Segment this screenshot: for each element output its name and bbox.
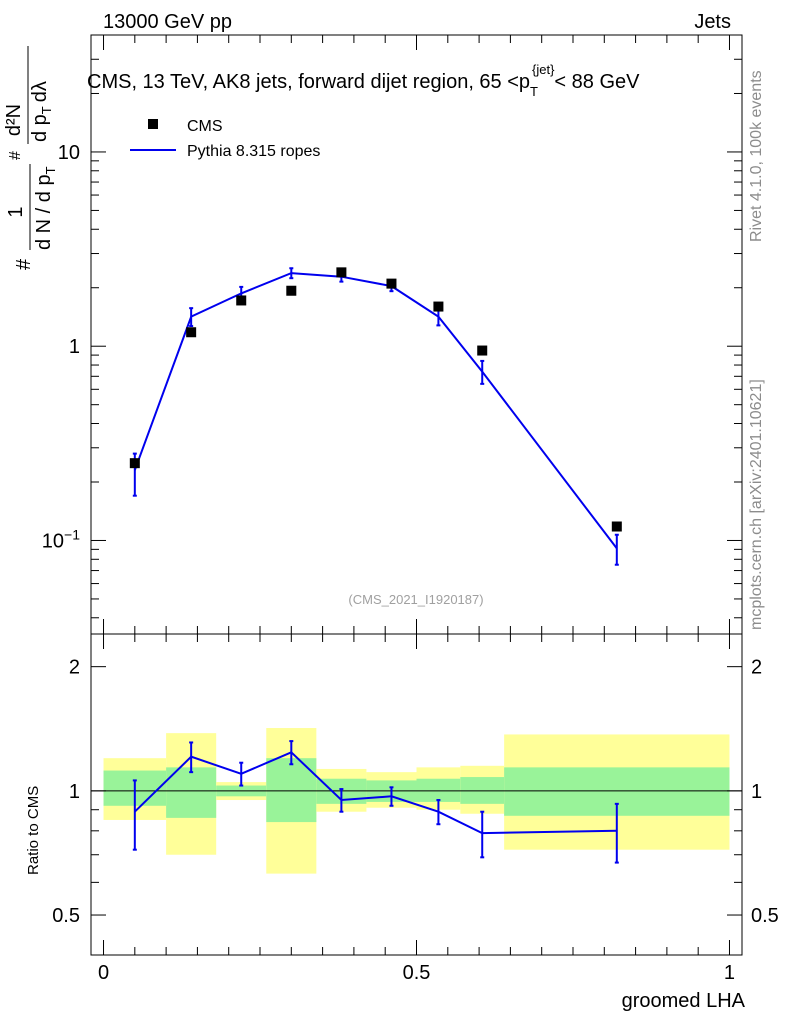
ratio-y-tick-label: 1 — [69, 781, 80, 803]
main-y-tick-label: 10 — [58, 142, 80, 164]
mcplots-label: mcplots.cern.ch [arXiv:2401.10621] — [748, 379, 765, 630]
data-point — [336, 267, 347, 278]
data-point — [477, 345, 488, 356]
main-y-tick-label-base: 1 — [69, 336, 80, 358]
ratio-panel: 0.5 0.5 1 1 2 2 0 0.5 1 — [52, 633, 779, 984]
data-point — [129, 458, 140, 469]
mc-line — [133, 272, 618, 550]
ratio-y-tick-label-right: 1 — [751, 781, 762, 803]
ylabel-frac1-den-sub: T — [43, 166, 58, 174]
plot-title: CMS, 13 TeV, AK8 jets, forward dijet reg… — [87, 62, 640, 99]
ratio-y-tick-label-right: 2 — [751, 657, 762, 679]
ylabel-frac2-den: d pTdλ — [29, 81, 54, 142]
legend: CMS Pythia 8.315 ropes — [130, 118, 320, 160]
header-right: Jets — [694, 11, 731, 33]
rivet-label: Rivet 4.1.0, 100k events — [748, 70, 765, 242]
main-y-tick-label: 1 — [69, 336, 80, 358]
plot-title-prefix: CMS, 13 TeV, AK8 jets, forward dijet reg… — [87, 71, 530, 93]
legend-marker-cms — [148, 119, 158, 129]
data-point — [386, 278, 397, 289]
ratio-x-tick-label: 1 — [724, 962, 735, 984]
plot-title-suffix: < 88 GeV — [554, 71, 640, 93]
ylabel-frac2-den-tail: dλ — [29, 81, 51, 102]
main-y-tick-label: 10−1 — [42, 526, 80, 552]
data-point — [186, 327, 197, 338]
ratio-band-inner — [416, 778, 461, 802]
data-point — [611, 521, 622, 532]
ylabel-frac2-den-text: d p — [29, 114, 51, 142]
data-point — [286, 285, 297, 296]
analysis-watermark: (CMS_2021_I1920187) — [348, 592, 483, 607]
ylabel-frac1-num: 1 — [5, 206, 27, 217]
plot-title-sub: T — [530, 84, 538, 99]
legend-label-cms: CMS — [187, 118, 223, 135]
ylabel-frac1-den-text: d N / d p — [33, 174, 55, 250]
legend-label-mc: Pythia 8.315 ropes — [187, 143, 320, 160]
main-y-tick-label-base: 10 — [42, 530, 64, 552]
ratio-y-tick-label-right: 0.5 — [751, 905, 779, 927]
ratio-y-tick-label: 2 — [69, 657, 80, 679]
x-axis-label: groomed LHA — [622, 990, 746, 1012]
ratio-x-tick-label: 0.5 — [403, 962, 431, 984]
main-y-tick-label-exp: −1 — [64, 526, 80, 542]
header-left: 13000 GeV pp — [103, 11, 232, 33]
ylabel-hash-left: # — [13, 258, 35, 270]
ylabel-frac2-den-sub: T — [39, 106, 54, 114]
main-y-tick-label-base: 10 — [58, 142, 80, 164]
ratio-band-inner — [166, 767, 217, 818]
data-point — [433, 301, 444, 312]
ylabel-frac1-den: d N / d pT — [33, 166, 58, 250]
ylabel-frac2-num: d²N — [3, 104, 25, 136]
data-point — [236, 295, 247, 306]
ylabel-hash-mid: # — [7, 151, 24, 160]
ratio-x-tick-label: 0 — [98, 962, 109, 984]
ratio-y-tick-label: 0.5 — [52, 905, 80, 927]
plot-title-sup: {jet} — [532, 62, 555, 77]
ratio-y-axis-label: Ratio to CMS — [25, 786, 42, 875]
main-y-axis-label: # 1 d N / d pT # d²N d pTdλ — [3, 46, 58, 270]
